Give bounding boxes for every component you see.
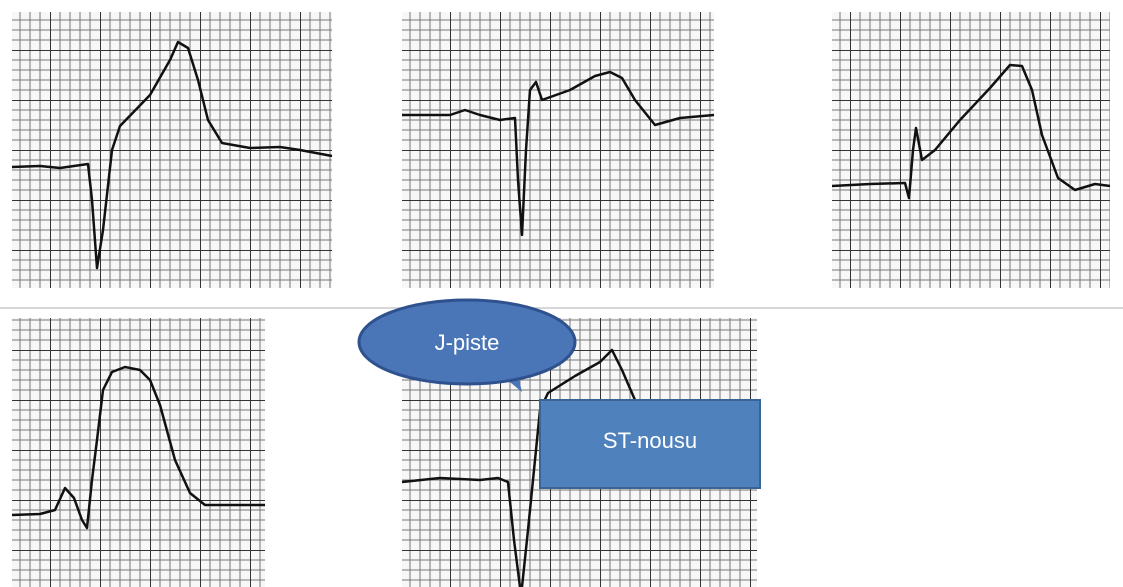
callout-label: J-piste	[435, 330, 500, 355]
ecg-grid	[832, 12, 1110, 288]
ecg-grids	[12, 12, 1110, 587]
ecg-grid	[12, 318, 265, 587]
callout-label: ST-nousu	[603, 428, 697, 453]
st-elevation-callout: ST-nousu	[540, 400, 760, 488]
slide: J-piste ST-nousu	[0, 0, 1123, 587]
ecg-grid	[402, 12, 714, 288]
